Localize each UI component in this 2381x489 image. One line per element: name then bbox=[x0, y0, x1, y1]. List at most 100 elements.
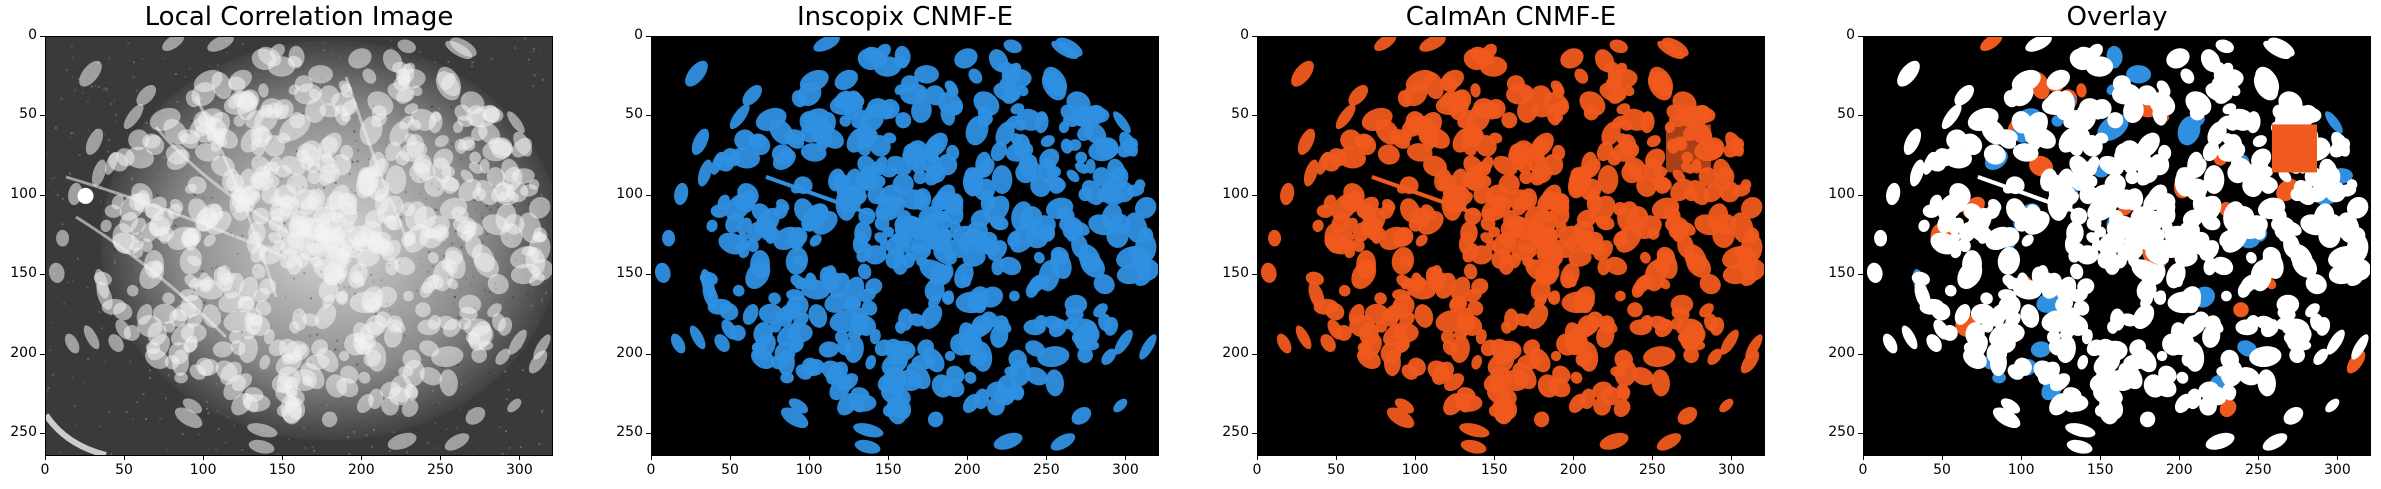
cell-footprint bbox=[457, 136, 475, 151]
cell-footprint bbox=[1564, 336, 1584, 355]
cell-footprint bbox=[1297, 128, 1316, 155]
noise-speckle bbox=[125, 132, 128, 135]
cell-footprint bbox=[2223, 385, 2237, 399]
noise-speckle bbox=[498, 426, 501, 429]
noise-speckle bbox=[115, 113, 118, 116]
noise-speckle bbox=[208, 65, 211, 68]
cell-footprint bbox=[414, 206, 437, 230]
cell-footprint bbox=[902, 252, 916, 269]
cell-footprint bbox=[1520, 88, 1533, 100]
cell-footprint bbox=[288, 84, 300, 95]
cell-footprint bbox=[1435, 93, 1468, 115]
noise-speckle bbox=[51, 321, 54, 324]
cell-footprint bbox=[854, 221, 872, 245]
cell-footprint bbox=[2325, 398, 2340, 413]
cell-footprint bbox=[2199, 240, 2219, 261]
cell-footprint bbox=[1316, 204, 1334, 218]
cell-footprint bbox=[1308, 281, 1325, 310]
cell-footprint bbox=[719, 302, 739, 321]
noise-speckle bbox=[517, 38, 520, 41]
noise-speckle bbox=[322, 186, 325, 189]
cell-footprint bbox=[2186, 388, 2202, 410]
cell-footprint bbox=[184, 183, 197, 194]
cell-footprint bbox=[1069, 318, 1097, 337]
noise-speckle bbox=[69, 148, 72, 151]
cell-footprint bbox=[183, 227, 199, 251]
cell-footprint bbox=[829, 375, 852, 401]
cell-footprint bbox=[308, 65, 334, 84]
noise-speckle bbox=[310, 297, 313, 300]
cell-footprint bbox=[280, 394, 302, 425]
noise-speckle bbox=[158, 167, 161, 170]
cell-footprint bbox=[513, 131, 532, 157]
noise-speckle bbox=[176, 100, 179, 103]
noise-speckle bbox=[155, 133, 158, 136]
cell-footprint bbox=[751, 348, 775, 370]
cell-footprint bbox=[1045, 197, 1074, 220]
cell-footprint bbox=[401, 201, 416, 217]
cell-footprint bbox=[1985, 226, 2014, 251]
noise-speckle bbox=[260, 369, 263, 372]
cell-footprint bbox=[1656, 250, 1678, 279]
noise-speckle bbox=[283, 222, 286, 225]
cell-footprint bbox=[1639, 274, 1656, 290]
cell-footprint bbox=[1386, 407, 1415, 429]
noise-speckle bbox=[539, 123, 542, 126]
noise-speckle bbox=[159, 417, 162, 420]
x-tick-label: 0 bbox=[646, 462, 656, 478]
cell-footprint bbox=[824, 292, 850, 313]
cell-footprint bbox=[1707, 348, 1723, 366]
cell-footprint bbox=[2351, 334, 2369, 360]
noise-speckle bbox=[74, 89, 77, 92]
cell-footprint bbox=[1464, 165, 1483, 188]
cell-footprint bbox=[1523, 339, 1541, 357]
noise-speckle bbox=[489, 319, 492, 322]
noise-speckle bbox=[206, 401, 209, 404]
noise-speckle bbox=[94, 85, 97, 88]
y-tick-label: 0 bbox=[28, 27, 37, 43]
cell-footprint bbox=[2221, 224, 2248, 253]
noise-speckle bbox=[261, 82, 264, 85]
cell-footprint bbox=[1595, 215, 1615, 231]
cell-footprint bbox=[1998, 295, 2021, 318]
noise-speckle bbox=[181, 433, 184, 436]
noise-speckle bbox=[300, 103, 303, 106]
cell-footprint bbox=[174, 372, 188, 384]
noise-speckle bbox=[102, 88, 105, 91]
noise-speckle bbox=[400, 113, 403, 116]
noise-speckle bbox=[440, 132, 443, 135]
cell-footprint bbox=[1546, 104, 1562, 126]
cell-footprint bbox=[825, 272, 842, 285]
noise-speckle bbox=[389, 309, 392, 312]
noise-speckle bbox=[470, 283, 473, 286]
cell-footprint bbox=[1963, 203, 1982, 221]
x-tick-label: 100 bbox=[1401, 462, 1429, 478]
cell-footprint bbox=[2068, 138, 2083, 157]
cell-footprint bbox=[769, 118, 794, 145]
cell-footprint bbox=[1505, 189, 1534, 210]
x-tick-mark bbox=[1494, 455, 1496, 460]
cell-footprint bbox=[2316, 317, 2331, 336]
cell-footprint bbox=[48, 262, 65, 283]
cell-footprint bbox=[2189, 158, 2207, 178]
cell-footprint bbox=[2037, 272, 2054, 285]
cell-footprint bbox=[2048, 340, 2064, 356]
cell-footprint bbox=[2006, 198, 2026, 223]
cell-footprint bbox=[1922, 151, 1936, 175]
cell-footprint bbox=[258, 83, 269, 98]
noise-speckle bbox=[98, 311, 101, 314]
noise-speckle bbox=[468, 209, 471, 212]
y-tick-mark bbox=[40, 36, 45, 37]
cell-footprint bbox=[1312, 219, 1324, 232]
cell-footprint bbox=[1084, 340, 1100, 351]
cell-footprint bbox=[925, 228, 954, 248]
cell-footprint bbox=[790, 274, 805, 288]
x-tick-mark bbox=[2179, 455, 2181, 460]
noise-speckle bbox=[81, 91, 84, 94]
cell-footprint bbox=[2069, 263, 2084, 280]
noise-speckle bbox=[390, 47, 393, 50]
cell-footprint bbox=[1745, 227, 1760, 243]
cell-footprint bbox=[2235, 319, 2258, 336]
cell-footprint bbox=[1522, 256, 1535, 268]
cell-footprint bbox=[813, 37, 840, 52]
